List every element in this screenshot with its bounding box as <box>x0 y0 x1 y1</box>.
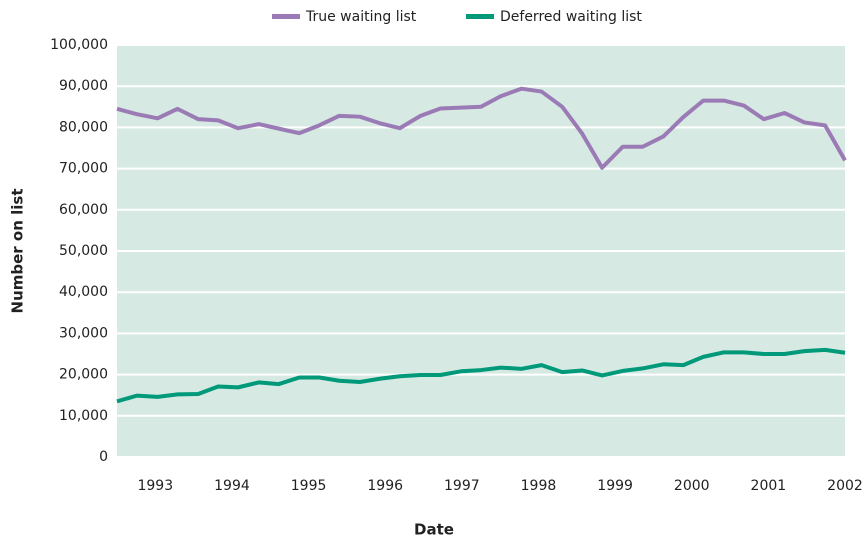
x-tick-label: 1999 <box>597 478 633 494</box>
x-tick-label: 1997 <box>444 478 480 494</box>
legend-swatch <box>466 14 494 19</box>
x-tick-label: 2001 <box>751 478 787 494</box>
x-tick-label: 2000 <box>674 478 710 494</box>
series-line <box>116 86 847 170</box>
x-tick-label: 1996 <box>367 478 403 494</box>
y-tick-label: 60,000 <box>59 202 108 218</box>
y-tick-label: 90,000 <box>59 78 108 94</box>
x-tick-label: 1994 <box>214 478 250 494</box>
y-tick-label: 20,000 <box>59 367 108 383</box>
x-tick-label: 1993 <box>137 478 173 494</box>
y-tick-label: 70,000 <box>59 161 108 177</box>
y-tick-label: 80,000 <box>59 119 108 135</box>
legend-label: Deferred waiting list <box>500 9 642 25</box>
legend-label: True waiting list <box>305 9 417 25</box>
y-tick-label: 50,000 <box>59 243 108 259</box>
x-axis-title: Date <box>414 521 454 539</box>
y-tick-label: 10,000 <box>59 408 108 424</box>
series-line <box>116 347 846 404</box>
y-tick-label: 30,000 <box>59 325 108 341</box>
legend-swatch <box>272 14 300 19</box>
y-axis-title: Number on list <box>9 189 27 314</box>
x-tick-label: 1995 <box>291 478 327 494</box>
y-tick-label: 100,000 <box>50 37 108 53</box>
y-tick-label: 40,000 <box>59 284 108 300</box>
y-tick-label: 0 <box>99 449 108 465</box>
x-tick-label: 1998 <box>521 478 557 494</box>
x-tick-label: 2002 <box>827 478 863 494</box>
